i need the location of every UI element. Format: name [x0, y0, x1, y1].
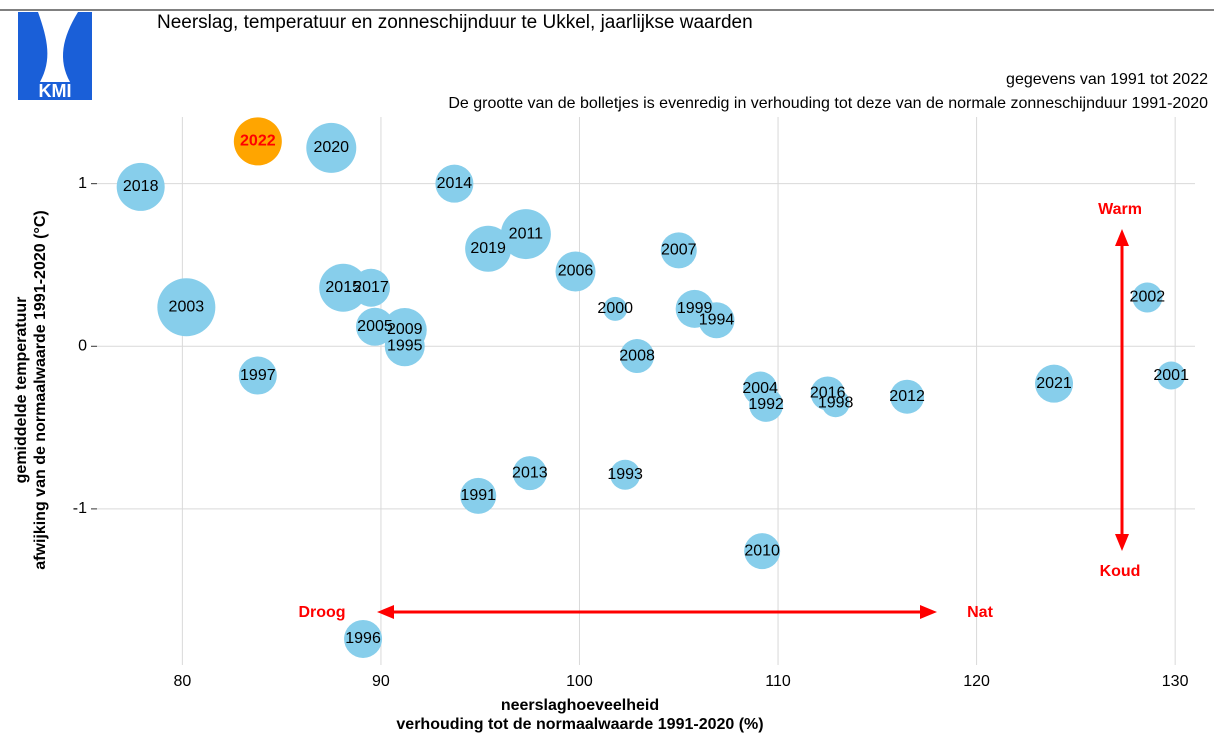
bubble-label: 2015 — [325, 279, 361, 296]
bubble — [890, 379, 925, 414]
arrow-head — [377, 605, 394, 619]
bubble-label: 1995 — [387, 338, 423, 355]
bubble-label: 2019 — [470, 240, 506, 257]
annotation: Nat — [967, 604, 993, 621]
logo-text: KMI — [39, 81, 72, 101]
x-tick-label: 120 — [963, 673, 990, 690]
bubble-label: 2013 — [512, 464, 548, 481]
x-tick-label: 80 — [173, 673, 191, 690]
bubble-label: 2020 — [313, 139, 349, 156]
bubble — [352, 268, 391, 307]
bubble-label: 2004 — [742, 380, 778, 397]
bubble — [500, 209, 551, 260]
y-tick-label: 0 — [78, 338, 87, 355]
arrow-head — [920, 605, 937, 619]
bubble-label: 1996 — [345, 630, 381, 647]
y-tick-label: -1 — [73, 500, 87, 517]
bubble-label: 2009 — [387, 321, 423, 338]
x-tick-label: 110 — [765, 673, 791, 690]
bubble — [744, 533, 781, 570]
x-axis-label: neerslaghoeveelheid — [501, 697, 659, 714]
bubble-label: 1994 — [699, 311, 735, 328]
bubble — [238, 356, 277, 395]
logo: KMI — [18, 12, 92, 101]
bubble-label: 1992 — [748, 396, 784, 413]
bubble-label: 2012 — [889, 388, 925, 405]
bubble — [306, 122, 357, 173]
bubble — [660, 232, 697, 269]
bubble-label: 1998 — [818, 394, 854, 411]
bubble-label: 1991 — [460, 487, 496, 504]
chart-title: Neerslag, temperatuur en zonneschijnduur… — [157, 12, 753, 33]
bubble-label: 2016 — [810, 385, 846, 402]
bubble — [233, 117, 282, 166]
bubble-label: 2017 — [353, 279, 389, 296]
bubble-label: 2010 — [744, 542, 780, 559]
bubble-label: 2006 — [558, 263, 594, 280]
bubble — [116, 162, 165, 211]
x-axis-label: verhouding tot de normaalwaarde 1991-202… — [396, 716, 763, 733]
bubble-label: 2011 — [509, 225, 544, 242]
bubble-label: 1997 — [240, 367, 276, 384]
y-tick-label: 1 — [78, 175, 87, 192]
bubble — [157, 278, 216, 337]
bubble — [1157, 361, 1186, 390]
bubble — [465, 225, 512, 272]
y-axis-label: gemiddelde temperatuur — [13, 297, 30, 484]
arrow-head — [1115, 229, 1129, 246]
subtitle: De grootte van de bolletjes is evenredig… — [448, 95, 1208, 112]
bubble — [435, 164, 474, 203]
x-tick-label: 100 — [566, 673, 593, 690]
x-tick-label: 90 — [372, 673, 390, 690]
bubble — [743, 371, 778, 406]
bubble — [810, 376, 845, 411]
bubble-label: 2005 — [357, 318, 393, 335]
subtitle: gegevens van 1991 tot 2022 — [1006, 71, 1208, 88]
bubble-label: 2022 — [240, 133, 276, 150]
annotation: Droog — [298, 604, 345, 621]
bubble-label: 2002 — [1130, 289, 1166, 306]
bubble — [1132, 282, 1163, 313]
bubble — [555, 251, 596, 292]
arrow-head — [1115, 534, 1129, 551]
bubble-label: 2008 — [619, 347, 655, 364]
bubble-label: 2003 — [169, 298, 205, 315]
bubble — [344, 619, 383, 658]
bubble — [610, 459, 641, 490]
bubble-label: 1993 — [607, 466, 643, 483]
bubble — [512, 456, 547, 491]
bubble-label: 1999 — [677, 300, 713, 317]
bubble-label: 2001 — [1153, 367, 1189, 384]
y-axis-label: afwijking van de normaalwaarde 1991-2020… — [32, 210, 49, 569]
bubble-label: 2000 — [597, 300, 633, 317]
x-tick-label: 130 — [1162, 673, 1189, 690]
bubble-label: 2021 — [1036, 375, 1072, 392]
annotation: Koud — [1100, 563, 1141, 580]
bubble — [460, 477, 497, 514]
annotation: Warm — [1098, 201, 1142, 218]
bubble-label: 2007 — [661, 242, 697, 259]
bubble — [620, 339, 655, 374]
bubble-label: 2018 — [123, 178, 159, 195]
bubble — [1035, 364, 1074, 403]
bubble — [603, 296, 628, 321]
bubble — [319, 263, 368, 312]
bubble-label: 2014 — [437, 175, 473, 192]
bubble — [675, 289, 714, 328]
bubble — [382, 308, 427, 353]
